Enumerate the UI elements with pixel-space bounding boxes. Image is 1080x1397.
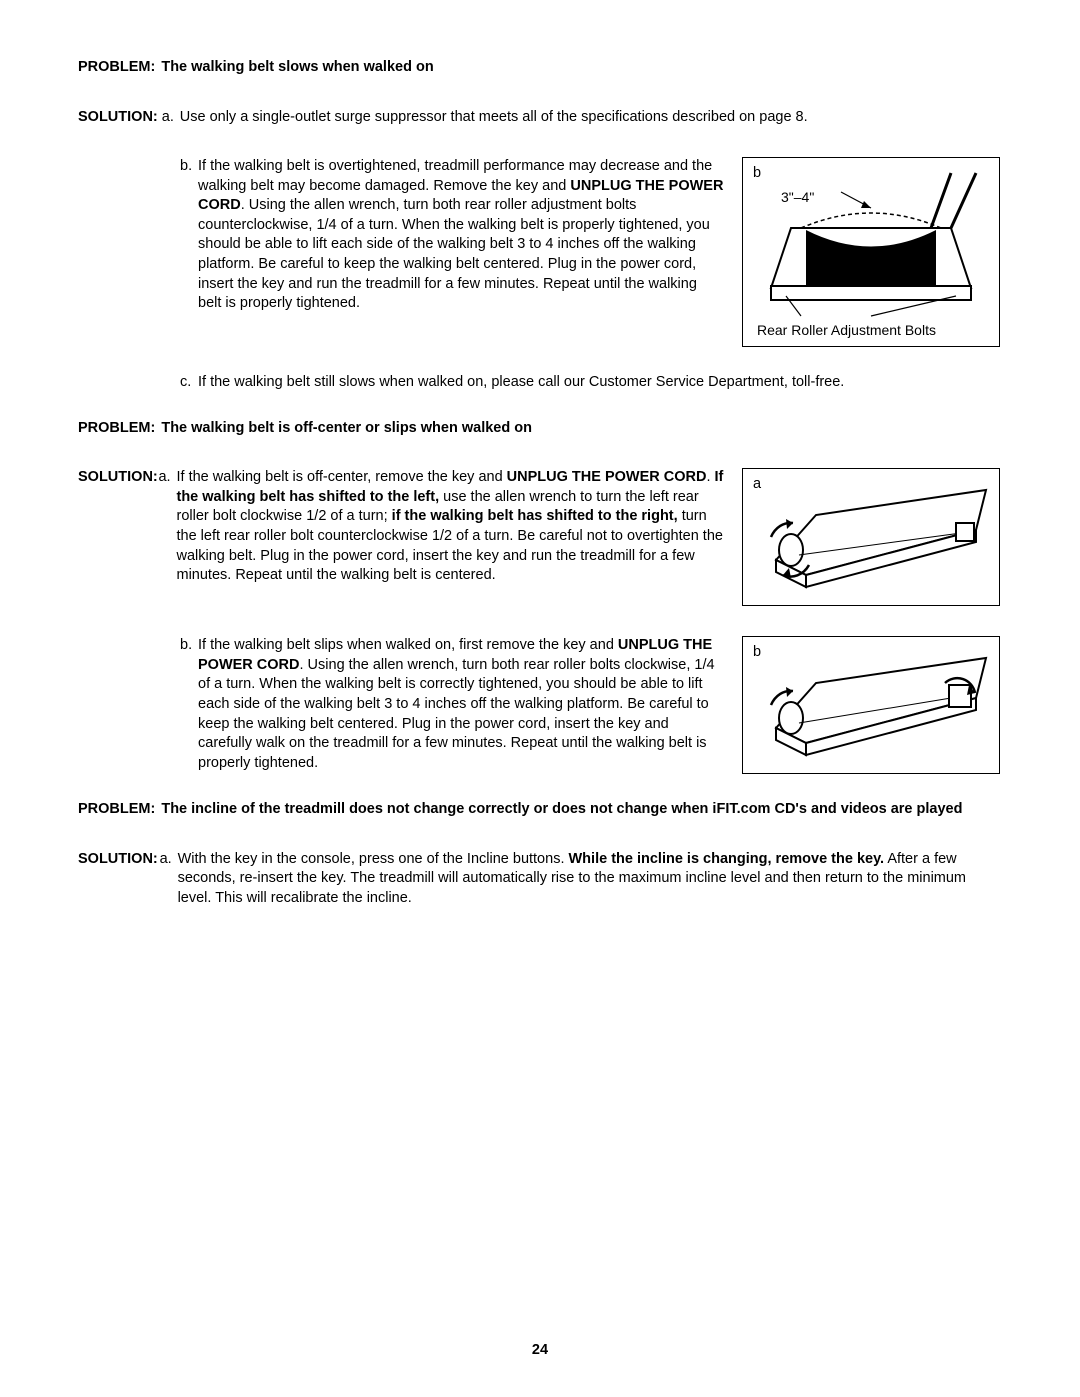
solution1-a: Use only a single-outlet surge suppresso… <box>180 108 1002 128</box>
manual-page: PROBLEM: The walking belt slows when wal… <box>0 0 1080 1397</box>
solution1-a-row: SOLUTION: a. Use only a single-outlet su… <box>78 108 1002 128</box>
figure2a-col: a <box>742 468 1002 606</box>
list-letter: a. <box>162 108 180 128</box>
list-letter: a. <box>158 468 176 488</box>
page-number: 24 <box>0 1341 1080 1361</box>
problem1-header: PROBLEM: The walking belt slows when wal… <box>78 58 1002 78</box>
problem-label: PROBLEM: <box>78 419 155 439</box>
text-segment: If the walking belt slips when walked on… <box>198 637 618 653</box>
figure2b-col: b <box>742 636 1002 774</box>
solution-label: SOLUTION: <box>78 850 158 870</box>
figure-letter: b <box>753 164 761 184</box>
problem-label: PROBLEM: <box>78 58 155 78</box>
bold-segment: if the walking belt has shifted to the r… <box>392 508 678 524</box>
text-segment: . Using the allen wrench, turn both rear… <box>198 657 715 771</box>
problem1-title: The walking belt slows when walked on <box>161 58 433 78</box>
text-segment: . Using the allen wrench, turn both rear… <box>198 197 710 311</box>
list-letter: a. <box>160 850 178 870</box>
solution1-c-row: c. If the walking belt still slows when … <box>180 373 1002 393</box>
solution3-a-row: SOLUTION: a. With the key in the console… <box>78 850 1002 909</box>
problem2-title: The walking belt is off-center or slips … <box>161 419 532 439</box>
bold-segment: While the incline is changing, remove th… <box>569 851 885 867</box>
figure-letter: a <box>753 475 761 495</box>
text-segment: If the walking belt is off-center, remov… <box>176 469 506 485</box>
solution2-a-row: SOLUTION: a. If the walking belt is off-… <box>78 468 1002 606</box>
bold-segment: UNPLUG THE POWER CORD <box>507 469 707 485</box>
problem-label: PROBLEM: <box>78 800 155 820</box>
figure2a: a <box>742 468 1000 606</box>
list-letter: c. <box>180 373 198 393</box>
figure-dimension: 3"–4" <box>781 188 814 207</box>
problem3-title: The incline of the treadmill does not ch… <box>161 800 962 820</box>
solution-label: SOLUTION: <box>78 108 158 128</box>
diagram-roller-left <box>751 475 991 595</box>
solution2-b-row: b. If the walking belt slips when walked… <box>180 636 1002 774</box>
text-segment: . <box>706 469 714 485</box>
diagram-roller-both <box>751 643 991 763</box>
solution1-b-row: b. If the walking belt is overtightened,… <box>180 157 1002 347</box>
solution2-a-text: If the walking belt is off-center, remov… <box>176 468 742 585</box>
figure1b-col: b 3"–4" Rear <box>742 157 1002 347</box>
problem3-header: PROBLEM: The incline of the treadmill do… <box>78 800 1002 820</box>
solution3-a-text: With the key in the console, press one o… <box>178 850 1002 909</box>
solution1-c: If the walking belt still slows when wal… <box>198 373 1002 393</box>
list-letter: b. <box>180 636 198 656</box>
figure1b: b 3"–4" Rear <box>742 157 1000 347</box>
solution-label: SOLUTION: <box>78 468 158 488</box>
figure2b: b <box>742 636 1000 774</box>
solution1-b-text: If the walking belt is overtightened, tr… <box>198 157 742 314</box>
problem2-header: PROBLEM: The walking belt is off-center … <box>78 419 1002 439</box>
solution2-b-text: If the walking belt slips when walked on… <box>198 636 742 773</box>
text-segment: With the key in the console, press one o… <box>178 851 569 867</box>
list-letter: b. <box>180 157 198 177</box>
figure-letter: b <box>753 643 761 663</box>
figure-caption: Rear Roller Adjustment Bolts <box>757 321 936 340</box>
